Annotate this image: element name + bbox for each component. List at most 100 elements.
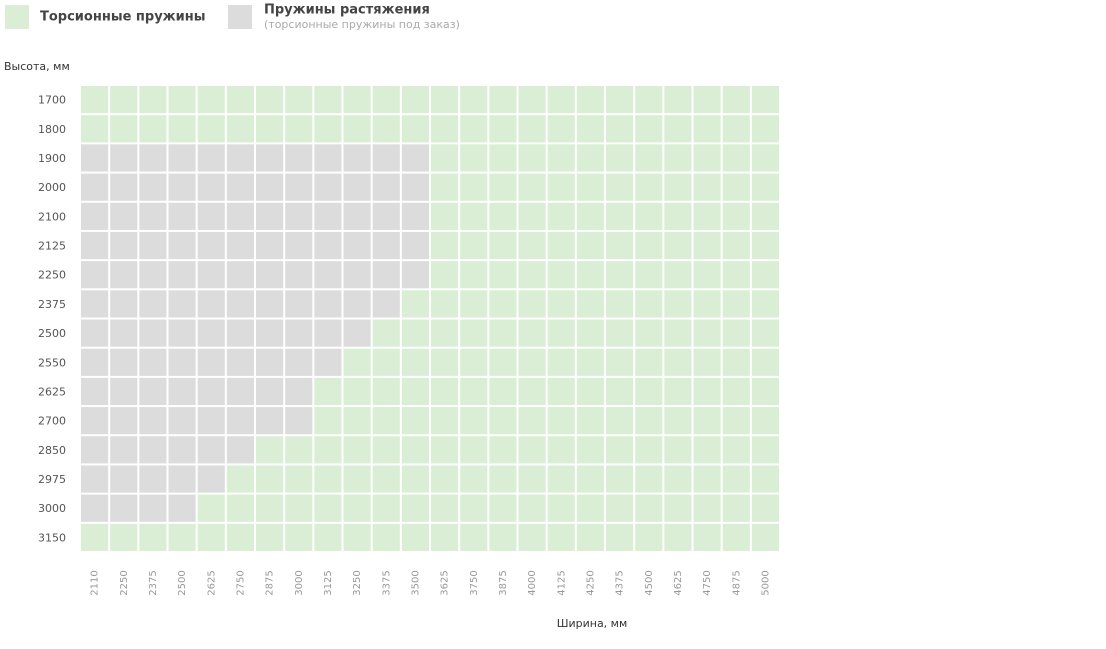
cell: [372, 523, 400, 551]
cell: [431, 523, 459, 551]
y-tick-label: 2375: [38, 298, 66, 311]
y-tick-label: 2625: [38, 385, 66, 398]
cell: [314, 319, 342, 347]
x-tick-label: 4375: [615, 570, 626, 595]
cell: [343, 86, 371, 114]
cell: [343, 348, 371, 376]
cell: [635, 377, 663, 406]
cell: [635, 115, 663, 143]
x-tick-label: 2625: [206, 570, 217, 595]
cell: [576, 173, 604, 201]
cell: [518, 319, 546, 347]
cell: [606, 407, 634, 435]
cell: [489, 494, 517, 522]
cell: [81, 144, 109, 172]
cell: [576, 231, 604, 260]
cell: [664, 231, 692, 260]
cell: [460, 231, 488, 260]
cell: [518, 202, 546, 230]
cell: [285, 231, 313, 260]
cell: [518, 465, 546, 493]
cell: [139, 290, 167, 318]
cell: [343, 465, 371, 493]
cell: [81, 86, 109, 114]
cell: [314, 202, 342, 230]
cell: [197, 173, 225, 201]
x-axis-label: Ширина, мм: [557, 617, 628, 630]
cell: [256, 348, 284, 376]
cell: [722, 231, 750, 260]
cell: [460, 377, 488, 406]
cell: [635, 319, 663, 347]
cell: [693, 173, 721, 201]
cell: [606, 261, 634, 289]
cell: [81, 319, 109, 347]
cell: [431, 465, 459, 493]
cell: [693, 144, 721, 172]
cell: [460, 348, 488, 376]
cell: [343, 144, 371, 172]
cell: [197, 465, 225, 493]
cell: [664, 465, 692, 493]
cell: [314, 231, 342, 260]
x-tick-label: 4250: [585, 570, 596, 595]
cell: [722, 115, 750, 143]
cell: [460, 465, 488, 493]
cell: [197, 377, 225, 406]
cell: [139, 494, 167, 522]
cell: [343, 290, 371, 318]
cell: [460, 290, 488, 318]
cell: [256, 494, 284, 522]
cell: [139, 407, 167, 435]
cell: [372, 261, 400, 289]
cell: [256, 377, 284, 406]
cell: [314, 173, 342, 201]
cell: [197, 202, 225, 230]
cell: [197, 86, 225, 114]
cell: [576, 436, 604, 464]
cell: [401, 494, 429, 522]
cell: [139, 377, 167, 406]
cell: [197, 523, 225, 551]
cell: [285, 173, 313, 201]
y-tick-label: 2000: [38, 181, 66, 194]
cell: [110, 144, 138, 172]
cell: [226, 144, 254, 172]
cell: [81, 494, 109, 522]
cell: [168, 261, 196, 289]
cell: [693, 523, 721, 551]
cell: [81, 231, 109, 260]
cell: [518, 436, 546, 464]
cell: [343, 173, 371, 201]
x-tick-label: 2500: [177, 570, 188, 595]
cell: [460, 523, 488, 551]
cell: [693, 86, 721, 114]
cell: [576, 348, 604, 376]
cell: [431, 202, 459, 230]
y-tick-label: 1900: [38, 152, 66, 165]
cell: [489, 465, 517, 493]
cell: [226, 202, 254, 230]
cell: [751, 377, 779, 406]
cell: [518, 261, 546, 289]
cell: [401, 290, 429, 318]
cell: [460, 173, 488, 201]
cell: [664, 494, 692, 522]
cell: [693, 290, 721, 318]
cell: [110, 436, 138, 464]
cell: [110, 231, 138, 260]
cell: [635, 202, 663, 230]
cell: [489, 231, 517, 260]
cell: [81, 348, 109, 376]
cell: [722, 407, 750, 435]
cell: [197, 115, 225, 143]
cell: [547, 436, 575, 464]
x-tick-label: 3625: [440, 570, 451, 595]
cell: [226, 465, 254, 493]
cell: [751, 407, 779, 435]
y-tick-label: 2500: [38, 327, 66, 340]
cell: [372, 202, 400, 230]
cell: [314, 348, 342, 376]
x-tick-label: 4625: [673, 570, 684, 595]
cell: [110, 173, 138, 201]
